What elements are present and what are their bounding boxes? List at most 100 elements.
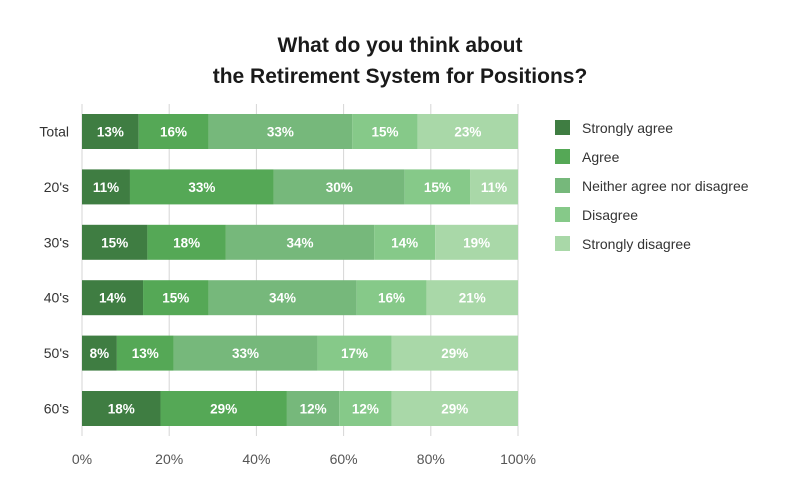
x-tick-label: 100% [500, 451, 536, 467]
legend-item: Agree [555, 142, 749, 171]
data-label: 11% [481, 180, 507, 195]
chart-title-line-1: What do you think about [277, 34, 523, 57]
bar-segment [374, 224, 436, 260]
bar-segment [391, 391, 518, 426]
data-label: 14% [391, 235, 418, 250]
legend-item: Strongly agree [555, 113, 749, 142]
bar-segment [82, 169, 130, 205]
bar-row: 13% 16% 33% 15% 23% [82, 114, 518, 149]
bar-row: 8% 13% 33% 17% 29% [82, 335, 518, 371]
data-label: 23% [454, 125, 481, 140]
data-label: 33% [188, 180, 215, 195]
bar-segment [82, 224, 148, 260]
bar-segment [138, 114, 209, 149]
data-label: 17% [341, 346, 368, 361]
chart-title-line-2: the Retirement System for Positions? [212, 65, 588, 88]
chart-title: What do you think about the Retirement S… [0, 30, 800, 92]
legend-swatch [555, 178, 570, 193]
data-label: 13% [132, 346, 159, 361]
legend-label: Strongly agree [582, 119, 674, 136]
category-label: 30's [44, 234, 69, 250]
bar-segment [82, 391, 161, 426]
category-label: 40's [44, 290, 69, 306]
bar-segment [356, 280, 427, 316]
data-label: 16% [160, 125, 187, 140]
bar-segment [147, 224, 226, 260]
legend-item: Strongly disagree [555, 229, 749, 258]
bar-segment [82, 114, 139, 149]
data-label: 19% [463, 235, 490, 250]
bar-row: 11% 33% 30% 15% 11% [82, 169, 518, 205]
data-label: 29% [210, 402, 237, 417]
bar-segment [82, 335, 117, 371]
x-tick-label: 20% [155, 451, 183, 467]
legend-swatch [555, 207, 570, 222]
x-tick-label: 40% [242, 451, 270, 467]
category-label: 20's [44, 179, 69, 195]
legend-label: Agree [582, 148, 620, 165]
bar-segment [82, 280, 144, 316]
data-label: 16% [378, 291, 405, 306]
bar-segment [404, 169, 471, 205]
category-label: 60's [44, 401, 69, 417]
data-label: 21% [459, 291, 486, 306]
legend-item: Neither agree nor disagree [555, 171, 749, 200]
bar-segment [339, 391, 392, 426]
data-label: 33% [267, 125, 294, 140]
x-tick-labels: 0% 20% 40% 60% 80% 100% [72, 451, 536, 467]
legend: Strongly agree Agree Neither agree nor dis… [555, 113, 749, 258]
data-label: 12% [352, 402, 379, 417]
data-label: 29% [441, 402, 468, 417]
data-label: 34% [269, 291, 296, 306]
legend-swatch [555, 236, 570, 251]
x-tick-label: 0% [72, 451, 92, 467]
bar-segment [286, 391, 340, 426]
bar-segment [208, 114, 353, 149]
category-labels: Total 20's 30's 40's 50's 60's [39, 124, 69, 417]
legend-swatch [555, 149, 570, 164]
x-tick-label: 80% [417, 451, 445, 467]
data-label: 15% [162, 291, 189, 306]
data-label: 12% [300, 402, 327, 417]
bar-segment [435, 224, 518, 260]
bar-segment [426, 280, 518, 316]
category-label: Total [39, 124, 69, 140]
bar-row: 18% 29% 12% 12% 29% [82, 391, 518, 426]
legend-swatch [555, 120, 570, 135]
bar-segment [129, 169, 274, 205]
data-label: 13% [97, 125, 124, 140]
bar-segment [116, 335, 174, 371]
data-label: 11% [93, 180, 119, 195]
bar-segment [273, 169, 405, 205]
data-label: 15% [101, 235, 128, 250]
bar-segment [470, 169, 518, 205]
data-label: 29% [441, 346, 468, 361]
data-label: 33% [232, 346, 259, 361]
bar-segment [391, 335, 518, 371]
category-label: 50's [44, 345, 69, 361]
bar-segment [143, 280, 209, 316]
bar-segment [173, 335, 318, 371]
bar-segment [225, 224, 375, 260]
data-label: 14% [99, 291, 126, 306]
legend-label: Strongly disagree [582, 235, 691, 252]
legend-label: Disagree [582, 206, 639, 223]
bar-row: 15% 18% 34% 14% 19% [82, 224, 518, 260]
legend-label: Neither agree nor disagree [582, 177, 749, 194]
bars: 13% 16% 33% 15% 23%11% 33% 30% 15% 11%15% 18% 34% 1… [82, 114, 518, 426]
bar-segment [160, 391, 287, 426]
data-label: 15% [424, 180, 451, 195]
data-label: 34% [286, 235, 313, 250]
bar-segment [208, 280, 357, 316]
data-label: 30% [326, 180, 353, 195]
grid-lines [81, 104, 519, 436]
bar-segment [417, 114, 518, 149]
legend-item: Disagree [555, 200, 749, 229]
data-label: 15% [372, 125, 399, 140]
bar-row: 14% 15% 34% 16% 21% [82, 280, 518, 316]
data-label: 18% [108, 402, 135, 417]
bar-segment [317, 335, 392, 371]
data-label: 8% [90, 346, 110, 361]
x-tick-label: 60% [330, 451, 358, 467]
